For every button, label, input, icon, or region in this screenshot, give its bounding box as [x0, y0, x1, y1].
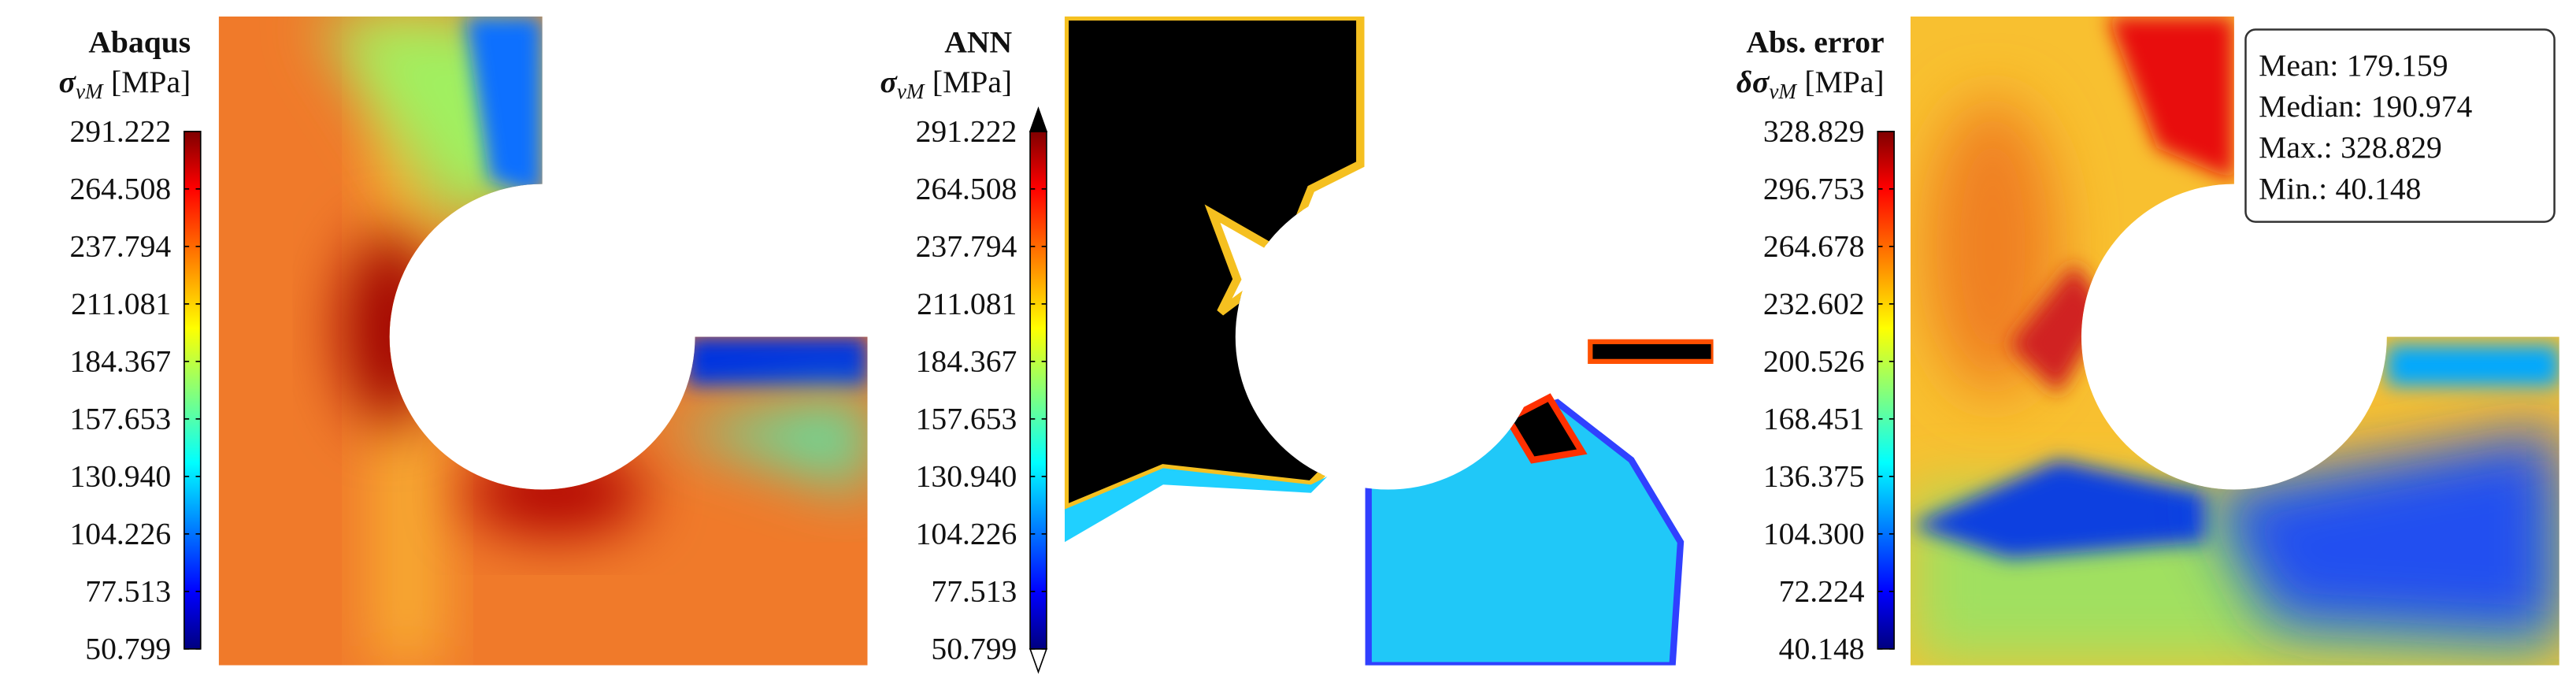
colorbar-tick-label: 77.513: [931, 573, 1017, 608]
stat-line: Median: 190.974: [2259, 89, 2472, 124]
stat-line: Mean: 179.159: [2259, 48, 2448, 83]
colorbar-tick-label: 104.226: [916, 516, 1017, 551]
colorbar-tick-label: 104.226: [69, 516, 171, 551]
colorbar-tick-label: 157.653: [69, 401, 171, 436]
field-abaqus: [218, 16, 868, 666]
stat-label: Max.:: [2259, 130, 2333, 165]
colorbar-tick-label: 291.222: [69, 113, 171, 148]
field-ann: [1064, 16, 1714, 666]
colorbar-tick-label: 237.794: [916, 228, 1017, 263]
colorbar-tick-label: 168.451: [1763, 401, 1865, 436]
panel-title: Abs. error: [1746, 25, 1884, 60]
stat-value: 190.974: [2371, 89, 2473, 124]
panel-title: Abaqus: [88, 25, 191, 60]
stat-line: Min.: 40.148: [2259, 171, 2421, 206]
colorbar-tick-label: 130.940: [916, 458, 1017, 493]
colorbar-tick-label: 184.367: [916, 343, 1017, 378]
colorbar-tick-label: 157.653: [916, 401, 1017, 436]
symbol: σ: [59, 65, 77, 99]
colorbar-tick-label: 72.224: [1779, 573, 1865, 608]
stat-value: 40.148: [2336, 171, 2422, 206]
stat-line: Max.: 328.829: [2259, 130, 2442, 165]
colorbar-extend-max: [1029, 106, 1048, 132]
symbol: σ: [880, 65, 898, 99]
symbol: δσ: [1736, 65, 1770, 99]
quantity-label: σvM [MPa]: [59, 65, 191, 103]
colorbar-tick-label: 184.367: [69, 343, 171, 378]
colorbar: [1029, 131, 1047, 650]
colorbar-tick-label: 237.794: [69, 228, 171, 263]
colorbar-tick-label: 50.799: [931, 631, 1017, 666]
colorbar-tick-label: 264.678: [1763, 228, 1865, 263]
stat-label: Mean:: [2259, 48, 2338, 83]
panel-title: ANN: [944, 25, 1012, 60]
colorbar: [183, 131, 202, 650]
stat-label: Median:: [2259, 89, 2363, 124]
unit: [MPa]: [932, 65, 1012, 99]
stat-label: Min.:: [2259, 171, 2327, 206]
colorbar: [1877, 131, 1895, 650]
colorbar-tick-label: 136.375: [1763, 458, 1865, 493]
colorbar-extend-min: [1029, 648, 1048, 674]
unit: [MPa]: [1804, 65, 1884, 99]
colorbar-tick-label: 104.300: [1763, 516, 1865, 551]
colorbar-tick-label: 296.753: [1763, 171, 1865, 206]
colorbar-tick-label: 211.081: [71, 286, 171, 321]
stats-box: [2244, 28, 2556, 223]
colorbar-tick-label: 328.829: [1763, 113, 1865, 148]
unit: [MPa]: [111, 65, 191, 99]
colorbar-tick-label: 232.602: [1763, 286, 1865, 321]
subscript: vM: [1769, 80, 1797, 103]
quantity-label: δσvM [MPa]: [1736, 65, 1885, 103]
quantity-label: σvM [MPa]: [880, 65, 1012, 103]
stat-value: 179.159: [2347, 48, 2448, 83]
subscript: vM: [76, 80, 104, 103]
colorbar-tick-label: 50.799: [85, 631, 171, 666]
stat-value: 328.829: [2341, 130, 2442, 165]
colorbar-tick-label: 291.222: [916, 113, 1017, 148]
colorbar-tick-label: 264.508: [916, 171, 1017, 206]
colorbar-tick-label: 130.940: [69, 458, 171, 493]
colorbar-tick-label: 264.508: [69, 171, 171, 206]
colorbar-tick-label: 211.081: [917, 286, 1017, 321]
colorbar-tick-label: 77.513: [85, 573, 171, 608]
colorbar-tick-label: 200.526: [1763, 343, 1865, 378]
colorbar-tick-label: 40.148: [1779, 631, 1865, 666]
subscript: vM: [897, 80, 925, 103]
